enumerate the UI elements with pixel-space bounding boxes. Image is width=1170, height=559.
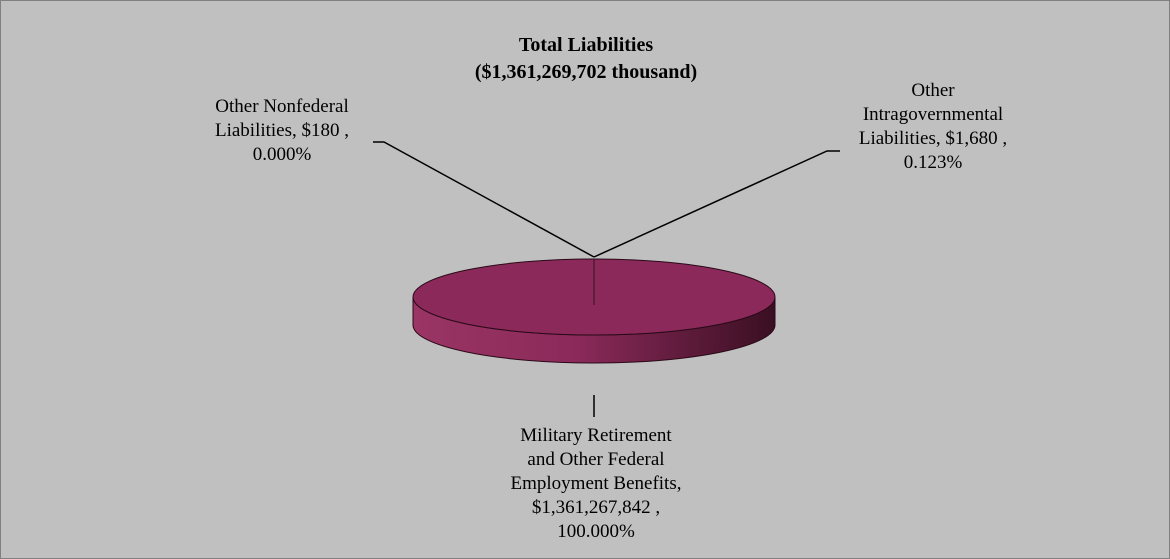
data-label-military-retirement: Military Retirement and Other Federal Em… xyxy=(510,425,682,542)
leader-line-other-nonfederal xyxy=(373,141,595,258)
chart-title: Total Liabilities ($1,361,269,702 thousa… xyxy=(336,32,836,86)
chart-subtitle: ($1,361,269,702 thousand) xyxy=(474,61,698,83)
leader-line-other-intragovernmental xyxy=(593,150,840,258)
data-label-other-intragovernmental: Other Intragovernmental Liabilities, $1,… xyxy=(858,80,1008,173)
chart-title-main: Total Liabilities xyxy=(518,34,654,56)
data-label-other-nonfederal: Other Nonfederal Liabilities, $180 , 0.0… xyxy=(214,96,350,165)
